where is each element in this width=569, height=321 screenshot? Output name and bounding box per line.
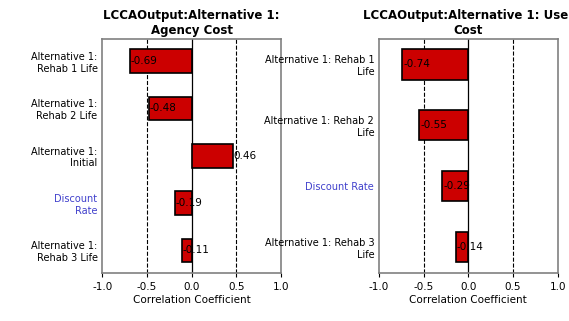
Bar xyxy=(149,97,192,120)
Bar xyxy=(456,232,468,262)
Title: LCCAOutput:Alternative 1:
Agency Cost: LCCAOutput:Alternative 1: Agency Cost xyxy=(104,9,280,37)
Bar xyxy=(130,49,192,73)
Text: -0.69: -0.69 xyxy=(131,56,158,66)
Bar xyxy=(175,191,192,215)
Text: -0.19: -0.19 xyxy=(176,198,203,208)
Title: LCCAOutput:Alternative 1: User
Cost: LCCAOutput:Alternative 1: User Cost xyxy=(363,9,569,37)
Text: -0.48: -0.48 xyxy=(150,103,176,113)
Text: -0.29: -0.29 xyxy=(443,181,470,191)
Text: 0.46: 0.46 xyxy=(234,151,257,161)
Bar xyxy=(443,171,468,201)
Text: -0.55: -0.55 xyxy=(420,120,447,130)
X-axis label: Correlation Coefficient: Correlation Coefficient xyxy=(133,295,250,305)
Bar xyxy=(182,239,192,262)
X-axis label: Correlation Coefficient: Correlation Coefficient xyxy=(410,295,527,305)
Text: -0.74: -0.74 xyxy=(403,59,430,69)
Bar xyxy=(402,49,468,80)
Bar xyxy=(419,110,468,141)
Bar xyxy=(192,144,233,168)
Text: -0.14: -0.14 xyxy=(457,242,484,252)
Text: -0.11: -0.11 xyxy=(183,245,209,256)
